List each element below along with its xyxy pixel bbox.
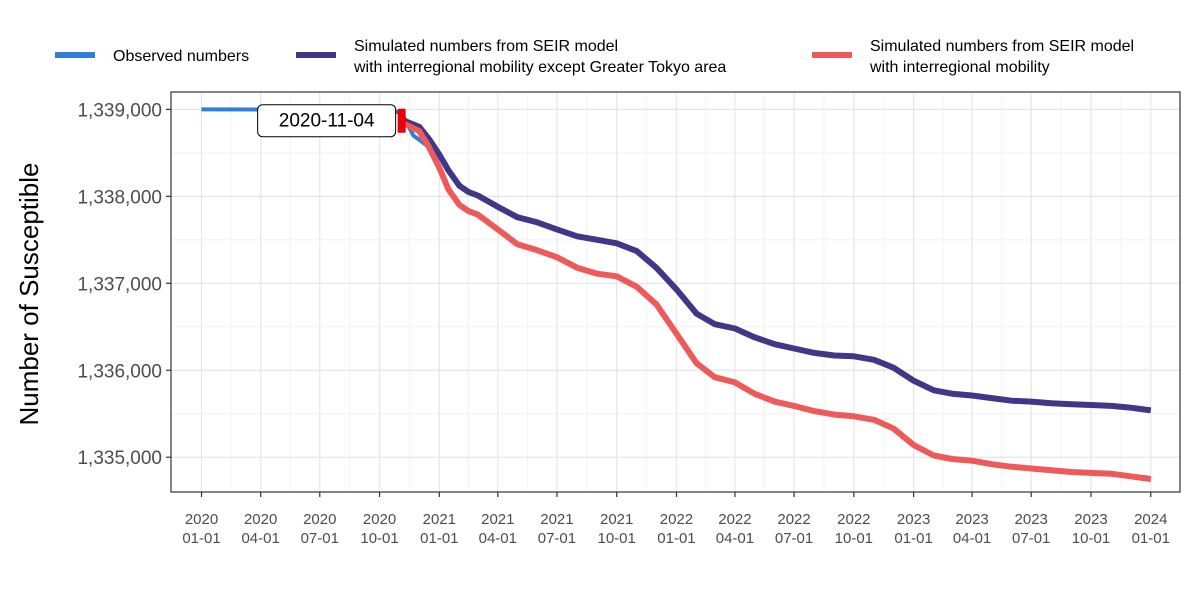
x-tick-label-monthday: 04-01 bbox=[479, 530, 517, 547]
x-tick-label-year: 2023 bbox=[897, 511, 930, 528]
series-line-2 bbox=[400, 117, 1152, 414]
x-tick-label-year: 2023 bbox=[955, 511, 988, 528]
annotation-label-box bbox=[257, 104, 397, 138]
legend-label-3-line-2: with interregional mobility bbox=[869, 59, 1050, 76]
y-axis-label: Number of Susceptible bbox=[14, 162, 44, 425]
y-tick-label: 1,336,000 bbox=[77, 361, 162, 382]
x-tick-label-monthday: 04-01 bbox=[953, 530, 991, 547]
x-tick-label-year: 2020 bbox=[363, 511, 396, 528]
panel-border bbox=[170, 91, 1181, 493]
x-tick-label-monthday: 07-01 bbox=[775, 530, 813, 547]
x-tick-label-monthday: 01-01 bbox=[1132, 530, 1170, 547]
x-tick-label-year: 2022 bbox=[777, 511, 810, 528]
x-tick-label-monthday: 07-01 bbox=[1012, 530, 1050, 547]
x-tick-label-year: 2022 bbox=[718, 511, 751, 528]
legend-label-2-line-1: Simulated numbers from SEIR model bbox=[354, 38, 618, 55]
legend-label-3-line-1: Simulated numbers from SEIR model bbox=[870, 38, 1134, 55]
x-tick-label-year: 2021 bbox=[423, 511, 456, 528]
x-tick-label-year: 2024 bbox=[1134, 511, 1167, 528]
x-tick-label-year: 2022 bbox=[837, 511, 870, 528]
x-tick-label-year: 2020 bbox=[244, 511, 277, 528]
y-tick-label: 1,335,000 bbox=[77, 448, 162, 469]
x-tick-label-monthday: 01-01 bbox=[420, 530, 458, 547]
x-tick-label-monthday: 01-01 bbox=[894, 530, 932, 547]
x-tick-label-year: 2021 bbox=[481, 511, 514, 528]
x-tick-label-monthday: 01-01 bbox=[182, 530, 220, 547]
grid bbox=[171, 92, 1180, 492]
x-tick-label-year: 2020 bbox=[185, 511, 218, 528]
y-tick-label: 1,339,000 bbox=[77, 100, 162, 121]
x-tick-label-monthday: 10-01 bbox=[360, 530, 398, 547]
x-tick-label-monthday: 04-01 bbox=[716, 530, 754, 547]
x-tick-label-monthday: 07-01 bbox=[538, 530, 576, 547]
x-tick-label-year: 2021 bbox=[540, 511, 573, 528]
x-tick-label-year: 2023 bbox=[1074, 511, 1107, 528]
x-tick-label-monthday: 10-01 bbox=[598, 530, 636, 547]
x-tick-label-year: 2023 bbox=[1015, 511, 1048, 528]
x-tick-label-year: 2021 bbox=[600, 511, 633, 528]
x-tick-label-monthday: 10-01 bbox=[835, 530, 873, 547]
x-tick-label-monthday: 10-01 bbox=[1072, 530, 1110, 547]
axes: 1,335,000 1,336,000 1,337,000 1,338,000 1,33… bbox=[77, 91, 1181, 547]
x-tick-label-year: 2022 bbox=[660, 511, 693, 528]
y-tick-label: 1,337,000 bbox=[77, 274, 162, 295]
x-tick-label-monthday: 07-01 bbox=[301, 530, 339, 547]
legend-label-2-line-2: with interregional mobility except Great… bbox=[353, 59, 726, 76]
legend: Observed numbers Simulated numbers from S… bbox=[55, 38, 1134, 76]
annotation-label: 2020-11-04 bbox=[279, 111, 375, 132]
y-tick-label: 1,338,000 bbox=[77, 187, 162, 208]
annotation-marker bbox=[397, 108, 406, 133]
legend-label-1: Observed numbers bbox=[113, 48, 249, 65]
x-tick-label-monthday: 04-01 bbox=[241, 530, 279, 547]
series-line-3 bbox=[400, 119, 1152, 482]
x-tick-label-monthday: 01-01 bbox=[657, 530, 695, 547]
annotation-layer: 2020-11-04 bbox=[257, 104, 406, 138]
x-tick-label-year: 2020 bbox=[303, 511, 336, 528]
